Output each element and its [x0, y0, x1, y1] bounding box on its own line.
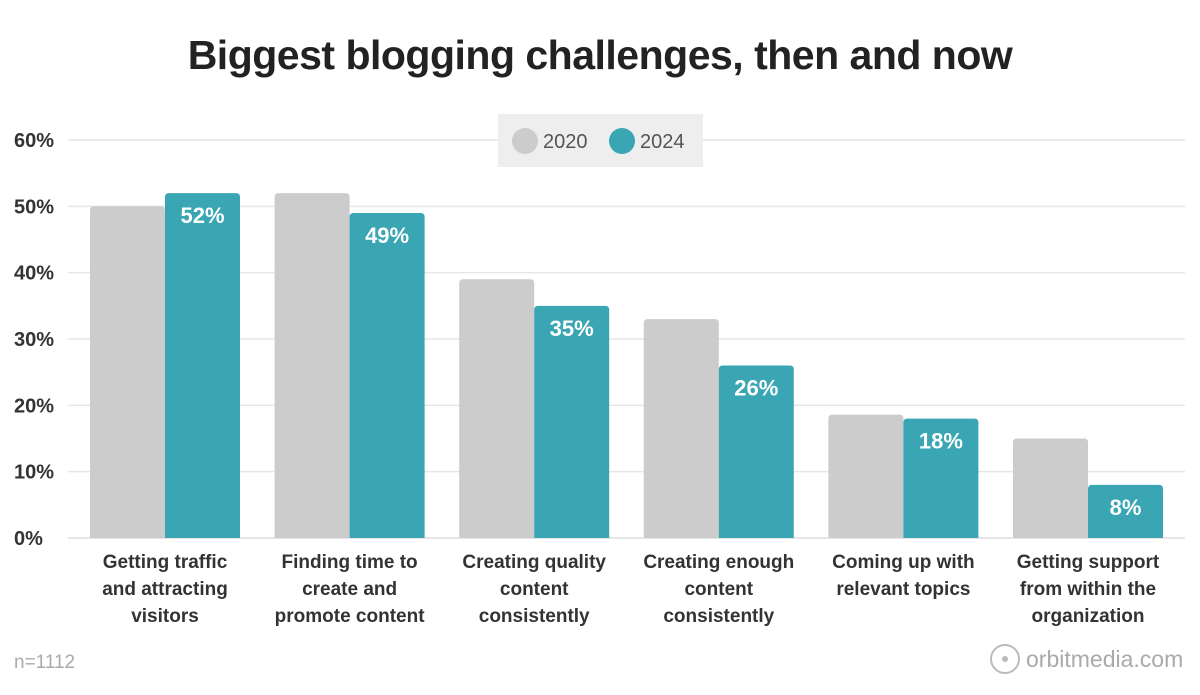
- x-tick-label: Getting traffic: [103, 552, 228, 573]
- bar-2024: [349, 212, 425, 538]
- x-tick-label: Creating enough: [643, 552, 794, 573]
- data-label: 26%: [734, 376, 778, 401]
- y-tick-label: 50%: [14, 196, 54, 218]
- y-tick-label: 20%: [14, 395, 54, 417]
- legend-label: 2020: [543, 131, 588, 153]
- legend-swatch: [609, 128, 635, 154]
- bar-2020: [459, 279, 535, 538]
- y-tick-label: 30%: [14, 329, 54, 351]
- data-label: 18%: [919, 429, 963, 454]
- data-label: 52%: [180, 203, 224, 228]
- orbit-logo-icon: [990, 644, 1020, 674]
- x-tick-label: create and: [302, 579, 397, 600]
- x-tick-label: content: [500, 579, 569, 600]
- x-tick-label: from within the: [1020, 579, 1156, 600]
- x-tick-label: Getting support: [1017, 552, 1160, 573]
- y-tick-label: 40%: [14, 263, 54, 285]
- bar-2020: [90, 206, 165, 539]
- chart-title: Biggest blogging challenges, then and no…: [187, 32, 1013, 78]
- x-tick-label: content: [684, 579, 753, 600]
- x-tick-label: organization: [1032, 606, 1145, 627]
- bar-2024: [903, 418, 979, 538]
- bar-2020: [643, 319, 719, 538]
- bar-2020: [1013, 438, 1088, 538]
- bar-2024: [718, 365, 794, 538]
- y-tick-label: 60%: [14, 130, 54, 152]
- y-tick-label: 10%: [14, 462, 54, 484]
- x-tick-label: Finding time to: [282, 552, 418, 573]
- bar-2020: [274, 193, 350, 539]
- x-tick-label: promote content: [275, 606, 426, 627]
- y-tick-label: 0%: [14, 528, 43, 550]
- data-label: 49%: [365, 223, 409, 248]
- logo: orbitmedia.com: [990, 644, 1183, 674]
- bar-2020: [828, 414, 904, 538]
- logo-text: orbitmedia.com: [1026, 645, 1184, 672]
- legend-label: 2024: [640, 131, 685, 153]
- x-tick-label: consistently: [479, 606, 590, 627]
- legend-swatch: [512, 128, 538, 154]
- x-tick-label: Creating quality: [462, 552, 606, 573]
- x-tick-label: relevant topics: [836, 579, 970, 600]
- x-tick-label: and attracting: [102, 579, 228, 600]
- sample-size-note: n=1112: [14, 652, 76, 673]
- data-label: 8%: [1110, 495, 1142, 520]
- x-tick-label: visitors: [131, 606, 199, 627]
- bar-2024: [1088, 484, 1163, 538]
- x-tick-label: consistently: [663, 606, 774, 627]
- data-label: 35%: [550, 316, 594, 341]
- bar-2024: [165, 193, 240, 539]
- bar-2024: [534, 305, 610, 538]
- x-tick-label: Coming up with: [832, 552, 974, 573]
